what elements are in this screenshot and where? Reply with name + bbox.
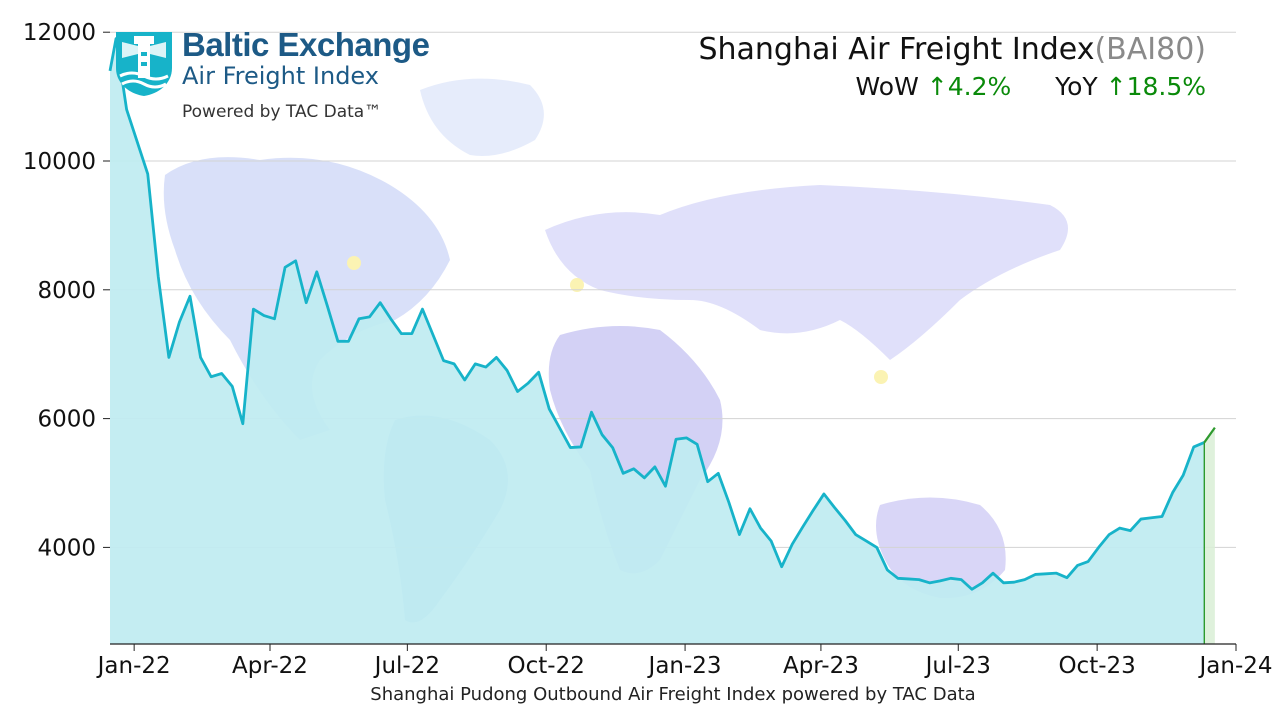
map-hub-marker <box>874 370 888 384</box>
x-axis-label: Shanghai Pudong Outbound Air Freight Ind… <box>370 684 975 705</box>
yoy-value: ↑18.5% <box>1105 72 1206 101</box>
wow-value: ↑4.2% <box>926 72 1012 101</box>
title-text: Shanghai Air Freight Index <box>698 32 1095 67</box>
change-stats: WoW ↑4.2% YoY ↑18.5% <box>856 72 1206 101</box>
series-area <box>110 38 1205 644</box>
map-hub-marker <box>570 278 584 292</box>
y-tick-label: 10000 <box>23 149 96 175</box>
wow-label: WoW <box>855 72 919 101</box>
x-tick-label: Jan-24 <box>1197 653 1272 679</box>
logo-subtitle: Air Freight Index <box>182 62 379 90</box>
chart-title: Shanghai Air Freight Index(BAI80) <box>698 32 1206 67</box>
y-tick-label: 8000 <box>37 278 96 304</box>
index-code: (BAI80) <box>1094 32 1206 67</box>
baltic-lighthouse-logo <box>116 32 172 96</box>
yoy-label: YoY <box>1055 72 1098 101</box>
map-hub-marker <box>347 256 361 270</box>
logo-title: Baltic Exchange <box>182 26 430 63</box>
x-tick-label: Jan-22 <box>96 653 171 679</box>
x-tick-label: Apr-23 <box>783 653 859 679</box>
y-tick-label: 4000 <box>37 535 96 561</box>
x-tick-label: Oct-23 <box>1058 653 1135 679</box>
x-tick-label: Jul-23 <box>924 653 991 679</box>
x-tick-label: Jan-23 <box>647 653 722 679</box>
map-region-2 <box>420 78 544 156</box>
map-region-4 <box>545 185 1068 360</box>
y-tick-label: 6000 <box>37 407 96 433</box>
x-tick-label: Apr-22 <box>232 653 308 679</box>
series-line <box>108 37 1205 591</box>
x-tick-label: Jul-22 <box>373 653 440 679</box>
axes: 4000 6000 8000 10000 12000 Jan-22 Apr-22 Jul-22… <box>23 20 1273 679</box>
latest-week-area <box>1204 427 1215 644</box>
logo-powered-by: Powered by TAC Data™ <box>182 102 382 122</box>
series-layer <box>108 37 1216 644</box>
y-tick-label: 12000 <box>23 20 96 46</box>
x-tick-label: Oct-22 <box>508 653 585 679</box>
latest-week-line <box>1203 426 1216 444</box>
